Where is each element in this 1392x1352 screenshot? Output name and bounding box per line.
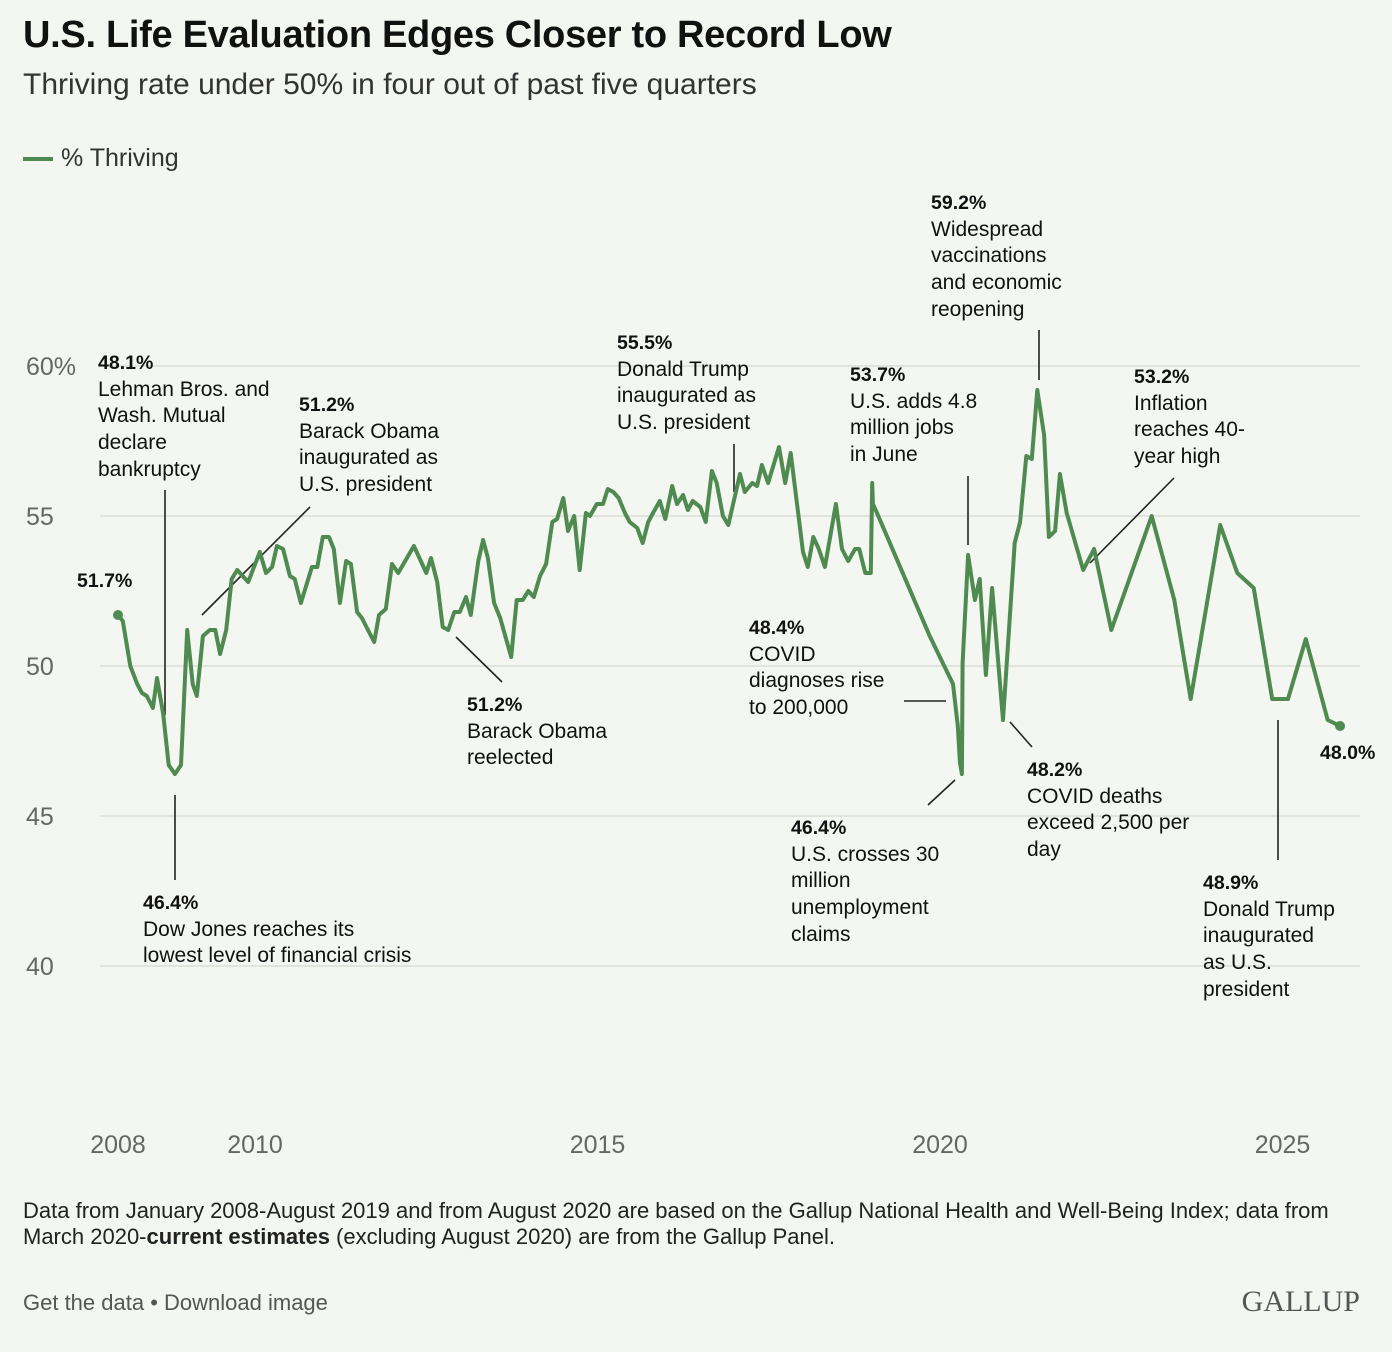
chart-subtitle: Thriving rate under 50% in four out of p… bbox=[23, 68, 757, 101]
y-tick-label: 60% bbox=[26, 353, 76, 381]
annotation-text: unemployment bbox=[791, 896, 929, 920]
annotation: 46.4% U.S. crosses 30 million unemployment c… bbox=[791, 815, 939, 949]
annotation-text: lowest level of financial crisis bbox=[143, 944, 412, 968]
start-point-marker bbox=[113, 610, 123, 620]
annotation-value: 51.2% bbox=[467, 694, 523, 716]
annotation-text: exceed 2,500 per bbox=[1027, 811, 1190, 835]
annotation-text: vaccinations bbox=[931, 244, 1047, 268]
annotation-value: 59.2% bbox=[931, 192, 987, 214]
y-tick-label: 40 bbox=[26, 953, 54, 981]
legend: % Thriving bbox=[23, 144, 179, 173]
annotation-text: COVID deaths bbox=[1027, 784, 1163, 808]
annotation-text: Barack Obama bbox=[299, 419, 440, 443]
annotation-text: bankruptcy bbox=[98, 457, 201, 481]
x-tick-label: 2008 bbox=[90, 1131, 146, 1159]
annotation-value: 51.7% bbox=[77, 570, 133, 592]
x-tick-label: 2025 bbox=[1255, 1131, 1311, 1159]
gallup-logo: GALLUP bbox=[1241, 1285, 1360, 1318]
annotation-text: inaugurated as bbox=[617, 384, 756, 408]
y-tick-label: 45 bbox=[26, 803, 54, 831]
y-tick-label: 50 bbox=[26, 653, 54, 681]
end-point-marker bbox=[1335, 721, 1346, 731]
annotation-text: Donald Trump bbox=[617, 357, 749, 381]
annotation-text: U.S. president bbox=[617, 411, 751, 435]
separator: • bbox=[144, 1290, 165, 1315]
annotation-text: year high bbox=[1134, 445, 1221, 469]
annotation-text: Dow Jones reaches its bbox=[143, 917, 355, 941]
annotation-text: Barack Obama bbox=[467, 719, 608, 743]
annotation-text: Inflation bbox=[1134, 391, 1208, 415]
annotation-text: inaugurated as bbox=[299, 446, 438, 470]
annotation-value: 53.2% bbox=[1134, 366, 1190, 388]
annotation-value: 48.9% bbox=[1203, 872, 1259, 894]
annotation-text: COVID bbox=[749, 642, 816, 666]
annotation-text: declare bbox=[98, 431, 167, 455]
chart-title: U.S. Life Evaluation Edges Closer to Rec… bbox=[23, 14, 892, 56]
annotation-text: to 200,000 bbox=[749, 696, 849, 720]
annotation-text: million jobs bbox=[850, 416, 954, 440]
annotation-leader-line bbox=[1009, 721, 1033, 748]
annotation: 51.2% Barack Obama reelected bbox=[467, 692, 607, 772]
annotation-text: day bbox=[1027, 838, 1061, 862]
annotation-text: million bbox=[791, 869, 851, 893]
annotation: 46.4% Dow Jones reaches its lowest level o… bbox=[143, 890, 411, 970]
annotation-text: in June bbox=[850, 443, 918, 467]
annotation: 55.5% Donald Trump inaugurated as U.S. pres… bbox=[617, 330, 756, 437]
legend-label: % Thriving bbox=[61, 144, 179, 172]
annotation-text: reopening bbox=[931, 297, 1025, 321]
annotation-value: 48.0% bbox=[1320, 742, 1376, 764]
annotation-value: 48.4% bbox=[749, 617, 805, 639]
annotation-value: 53.7% bbox=[850, 364, 906, 386]
annotation-value: 46.4% bbox=[791, 817, 847, 839]
annotation: 48.1% Lehman Bros. and Wash. Mutual declare… bbox=[98, 350, 270, 484]
x-tick-label: 2020 bbox=[912, 1131, 968, 1159]
annotation-text: reaches 40- bbox=[1134, 418, 1245, 442]
series-line-thriving bbox=[116, 388, 1341, 776]
annotation: 53.7% U.S. adds 4.8 million jobs in June bbox=[850, 362, 977, 469]
annotation-text: Wash. Mutual bbox=[98, 404, 226, 428]
annotation: 48.4% COVID diagnoses rise to 200,000 bbox=[749, 615, 884, 722]
annotation-value: 46.4% bbox=[143, 892, 199, 914]
annotation-text: president bbox=[1203, 977, 1290, 1001]
annotation: 53.2% Inflation reaches 40- year high bbox=[1134, 364, 1245, 471]
annotation-value: 51.2% bbox=[299, 394, 355, 416]
download-image-link[interactable]: Download image bbox=[164, 1290, 328, 1315]
annotation: 48.0% bbox=[1320, 740, 1375, 767]
annotation-text: inaugurated bbox=[1203, 924, 1314, 948]
annotation-value: 48.1% bbox=[98, 352, 154, 374]
annotation-text: U.S. adds 4.8 bbox=[850, 389, 978, 413]
annotation-value: 48.2% bbox=[1027, 759, 1083, 781]
annotation-text: diagnoses rise bbox=[749, 669, 885, 693]
get-data-link[interactable]: Get the data bbox=[23, 1290, 145, 1315]
footnote-text: Data from January 2008-August 2019 and f… bbox=[23, 1198, 1329, 1249]
annotation-text: U.S. president bbox=[299, 473, 433, 497]
annotation-leader-line bbox=[927, 779, 956, 806]
annotation-text: Widespread bbox=[931, 217, 1044, 241]
annotation-text: and economic bbox=[931, 271, 1062, 295]
annotation: 51.7% bbox=[77, 568, 132, 595]
annotation: 51.2% Barack Obama inaugurated as U.S. pres… bbox=[299, 392, 439, 499]
annotation-leader-line bbox=[1089, 477, 1175, 564]
footnote-bold: current estimates bbox=[146, 1224, 330, 1249]
x-tick-label: 2015 bbox=[570, 1131, 626, 1159]
legend-swatch bbox=[23, 156, 53, 161]
annotation-text: reelected bbox=[467, 746, 554, 770]
annotation-text: as U.S. bbox=[1203, 951, 1272, 975]
annotation-text: Lehman Bros. and bbox=[98, 377, 270, 401]
annotation-text: claims bbox=[791, 922, 851, 946]
footnote-text-end: (excluding August 2020) are from the Gal… bbox=[329, 1224, 836, 1249]
annotation: 59.2% Widespread vaccinations and economic r… bbox=[931, 190, 1062, 324]
annotation: 48.9% Donald Trump inaugurated as U.S. presi… bbox=[1203, 870, 1335, 1004]
annotation: 48.2% COVID deaths exceed 2,500 per day bbox=[1027, 757, 1189, 864]
y-tick-label: 55 bbox=[26, 503, 54, 531]
x-tick-label: 2010 bbox=[227, 1131, 283, 1159]
annotation-text: Donald Trump bbox=[1203, 897, 1335, 921]
annotation-value: 55.5% bbox=[617, 332, 673, 354]
annotation-leader-line bbox=[455, 636, 503, 683]
annotation-text: U.S. crosses 30 bbox=[791, 842, 940, 866]
footer-links: Get the data • Download image bbox=[23, 1290, 328, 1316]
footnote: Data from January 2008-August 2019 and f… bbox=[23, 1198, 1343, 1250]
